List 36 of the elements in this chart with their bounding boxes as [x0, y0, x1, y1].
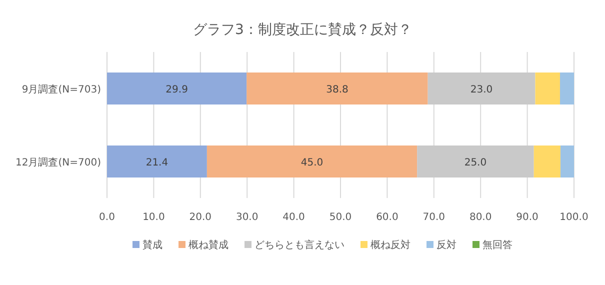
bar	[535, 72, 560, 104]
data-label: 29.9	[166, 84, 188, 96]
x-tick-label: 20.0	[189, 212, 212, 223]
bar	[107, 72, 247, 104]
data-label: 38.8	[326, 84, 348, 96]
bar	[206, 146, 418, 178]
bar	[560, 72, 574, 104]
legend-label: 概ね反対	[370, 239, 410, 251]
legend-label: どちらとも言えない	[254, 239, 344, 251]
bar	[560, 146, 574, 178]
bar	[417, 146, 534, 178]
bar	[534, 146, 560, 178]
x-tick-label: 90.0	[516, 212, 538, 223]
legend-label: 概ね賛成	[188, 239, 228, 251]
x-tick-label: 80.0	[469, 212, 492, 223]
y-tick-label: 12月調査(N=700)	[16, 156, 102, 168]
data-label: 21.4	[146, 158, 168, 168]
data-label: 23.0	[470, 84, 493, 96]
x-tick-label: 0.0	[99, 212, 115, 223]
x-tick-label: 30.0	[236, 212, 258, 223]
x-tick-label: 60.0	[376, 212, 398, 223]
x-tick-label: 100.0	[560, 212, 588, 223]
legend-label: 賛成	[142, 239, 162, 251]
y-tick-label: 9月調査(N=703)	[22, 84, 102, 96]
chart-title: グラフ3：制度改正に賛成？反対？	[193, 22, 412, 38]
x-tick-label: 10.0	[142, 212, 165, 223]
bar	[428, 72, 536, 104]
data-label: 25.0	[464, 158, 487, 168]
bar	[107, 146, 207, 178]
x-tick-label: 40.0	[282, 212, 305, 223]
legend-label: 反対	[436, 239, 456, 251]
legend-label: 無回答	[482, 239, 512, 251]
data-label: 45.0	[300, 158, 324, 168]
x-tick-label: 50.0	[329, 212, 352, 223]
bar	[246, 72, 428, 104]
x-tick-label: 70.0	[422, 212, 446, 223]
